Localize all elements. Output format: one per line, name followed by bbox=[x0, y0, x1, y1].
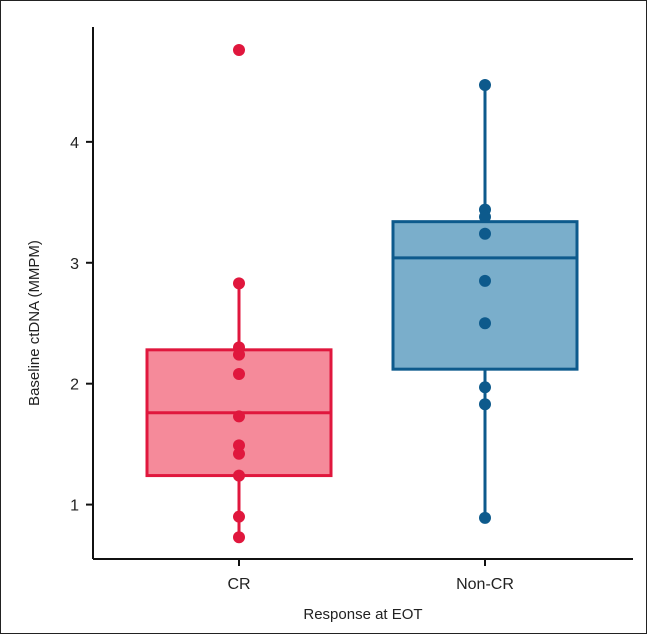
data-point bbox=[479, 227, 491, 240]
y-axis-title: Baseline ctDNA (MMPM) bbox=[26, 240, 43, 406]
data-point bbox=[479, 274, 491, 287]
y-tick-label: 4 bbox=[70, 135, 79, 152]
x-tick-label: CR bbox=[227, 576, 250, 593]
data-point bbox=[233, 277, 245, 290]
data-point bbox=[479, 79, 491, 92]
data-point bbox=[233, 531, 245, 544]
x-tick-label: Non-CR bbox=[456, 576, 514, 593]
data-point bbox=[479, 210, 491, 223]
y-tick-label: 2 bbox=[70, 377, 79, 394]
data-point bbox=[233, 368, 245, 381]
box-group-cr bbox=[145, 43, 333, 544]
data-point bbox=[233, 439, 245, 452]
y-tick-label: 3 bbox=[70, 256, 79, 273]
box-iqr bbox=[391, 220, 579, 371]
data-point bbox=[233, 43, 245, 56]
data-point bbox=[479, 381, 491, 394]
y-ticks: 1 2 3 4 bbox=[70, 135, 93, 515]
x-ticks: CR Non-CR bbox=[227, 559, 514, 593]
data-point bbox=[233, 447, 245, 460]
x-axis-title: Response at EOT bbox=[303, 606, 422, 623]
data-point bbox=[233, 510, 245, 523]
data-point bbox=[233, 410, 245, 423]
data-point bbox=[479, 317, 491, 330]
plot-marks bbox=[145, 43, 579, 544]
box-group-non-cr bbox=[391, 79, 579, 524]
data-point bbox=[233, 469, 245, 482]
data-point bbox=[479, 398, 491, 411]
data-point bbox=[479, 511, 491, 524]
y-tick-label: 1 bbox=[70, 498, 79, 515]
data-point bbox=[233, 348, 245, 361]
